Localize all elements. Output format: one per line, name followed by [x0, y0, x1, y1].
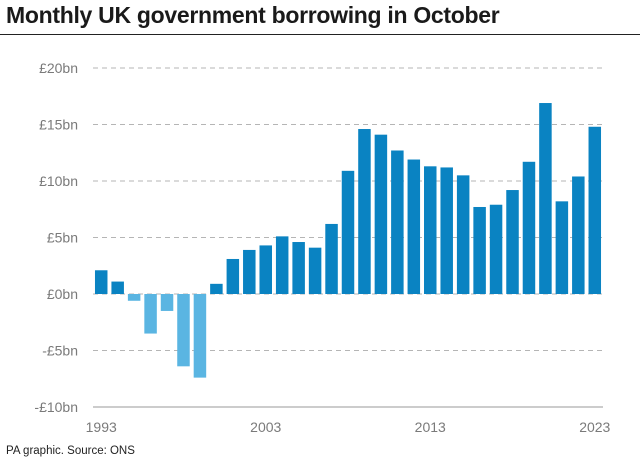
bar-1993: [94, 270, 108, 294]
bar-2008: [341, 170, 355, 294]
bars: [94, 103, 602, 378]
y-tick-label: £15bn: [39, 117, 78, 133]
bar-1994: [111, 281, 124, 294]
y-tick-label: -£5bn: [42, 343, 78, 359]
chart-title: Monthly UK government borrowing in Octob…: [6, 2, 500, 28]
bar-2000: [210, 283, 223, 294]
y-tick-label: -£10bn: [34, 399, 78, 415]
bar-2011: [391, 150, 404, 294]
x-tick-label: 2013: [415, 419, 446, 435]
x-tick-label: 2003: [250, 419, 281, 435]
x-axis-labels: 1993 2003 2013 2023: [86, 419, 611, 435]
bar-2014: [440, 167, 453, 294]
bar-2005: [292, 242, 305, 294]
bar-2015: [456, 175, 470, 294]
bar-2022: [572, 176, 585, 294]
y-tick-label: £10bn: [39, 173, 78, 189]
bar-2004: [275, 236, 289, 294]
bar-2006: [308, 247, 322, 294]
y-tick-label: £20bn: [39, 60, 78, 76]
bar-1995: [127, 294, 141, 301]
bar-2007: [325, 223, 338, 294]
bar-2020: [539, 103, 552, 294]
bar-1998: [177, 294, 190, 367]
y-tick-label: £0bn: [47, 286, 78, 302]
bar-2009: [358, 129, 371, 294]
y-axis-labels: £20bn £15bn £10bn £5bn £0bn -£5bn -£10bn: [34, 60, 78, 415]
title-divider: [0, 34, 640, 35]
bar-2019: [522, 161, 536, 294]
bar-2021: [555, 201, 569, 294]
bar-2003: [259, 245, 272, 294]
bar-2013: [424, 166, 437, 294]
bar-2023: [588, 126, 602, 294]
bar-2012: [407, 159, 421, 294]
y-tick-label: £5bn: [47, 230, 78, 246]
bar-1999: [193, 294, 207, 378]
bar-1996: [144, 294, 157, 334]
source-note: PA graphic. Source: ONS: [6, 445, 135, 457]
bar-2017: [489, 204, 503, 294]
x-tick-label: 1993: [86, 419, 117, 435]
bar-1997: [160, 294, 174, 311]
bar-2016: [473, 206, 486, 294]
bar-2018: [506, 190, 519, 294]
bar-2002: [243, 249, 256, 294]
bar-2001: [226, 258, 240, 294]
bar-2010: [374, 134, 388, 294]
x-tick-label: 2023: [579, 419, 610, 435]
